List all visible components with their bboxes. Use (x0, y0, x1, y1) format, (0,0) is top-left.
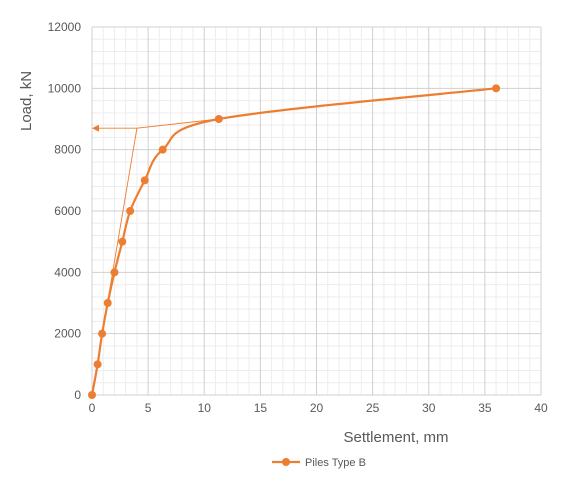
x-tick-label: 35 (478, 401, 492, 415)
data-point (158, 145, 167, 154)
y-axis-tick-labels: 0 2000 4000 6000 8000 10000 12000 (48, 20, 82, 402)
x-tick-label: 15 (254, 401, 268, 415)
data-point (88, 391, 96, 399)
x-tick-label: 40 (534, 401, 548, 415)
legend-marker (282, 458, 290, 466)
tangent-line (136, 118, 219, 129)
x-axis-tick-labels: 0 5 10 15 20 25 30 35 40 (89, 401, 548, 415)
y-tick-label: 12000 (48, 20, 82, 34)
data-point (140, 176, 149, 185)
series-layer (88, 84, 501, 399)
data-point (110, 268, 119, 277)
y-tick-label: 4000 (54, 265, 81, 279)
data-point (118, 237, 127, 246)
x-tick-label: 10 (198, 401, 212, 415)
x-tick-label: 0 (89, 401, 96, 415)
x-axis-title: Settlement, mm (343, 429, 448, 446)
y-axis-title: Load, kN (18, 71, 35, 131)
data-point (98, 329, 107, 338)
data-point (492, 84, 501, 93)
data-point (214, 115, 223, 123)
x-tick-label: 5 (145, 401, 152, 415)
x-tick-label: 20 (310, 401, 324, 415)
legend: Piles Type B (272, 457, 366, 469)
y-tick-label: 10000 (48, 81, 82, 95)
data-point (93, 360, 102, 369)
x-tick-label: 30 (422, 401, 436, 415)
y-tick-label: 0 (74, 388, 81, 402)
data-point (103, 299, 112, 307)
x-tick-label: 25 (366, 401, 380, 415)
y-tick-label: 6000 (54, 204, 81, 218)
major-gridlines (91, 26, 542, 396)
arrow-head (92, 124, 99, 132)
data-point (126, 207, 135, 215)
y-tick-label: 2000 (54, 327, 81, 341)
construction-lines (91, 118, 219, 396)
y-tick-label: 8000 (54, 143, 81, 157)
legend-label: Piles Type B (305, 457, 366, 469)
